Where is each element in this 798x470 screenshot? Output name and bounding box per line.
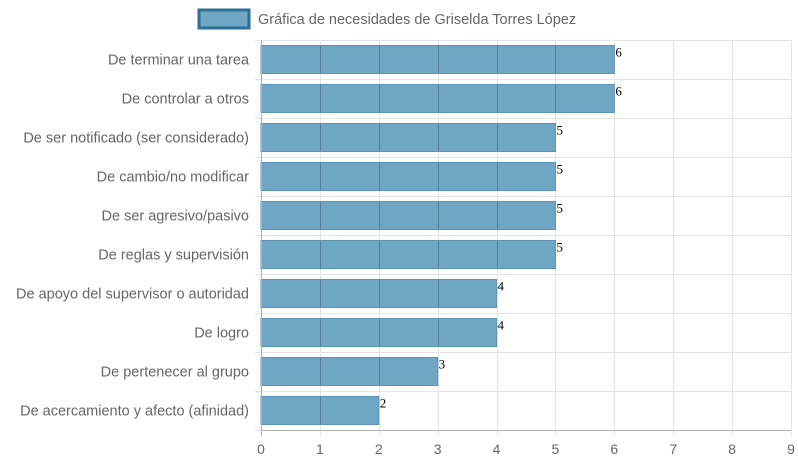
legend[interactable]: Gráfica de necesidades de Griselda Torre… xyxy=(197,8,576,30)
x-tick-label-4: 4 xyxy=(493,441,501,457)
category-label-8: De logro xyxy=(194,326,249,342)
category-label-9: De pertenecer al grupo xyxy=(101,365,249,381)
bar-10[interactable] xyxy=(260,395,380,426)
bar-9[interactable] xyxy=(260,356,439,387)
bar-8[interactable] xyxy=(260,317,498,348)
category-label-1: De terminar una tarea xyxy=(108,53,250,69)
bar-5[interactable] xyxy=(260,200,556,231)
bar-1[interactable] xyxy=(260,44,615,75)
x-tick-label-2: 2 xyxy=(375,441,383,457)
x-tick-label-7: 7 xyxy=(669,441,677,457)
x-tick-label-8: 8 xyxy=(728,441,736,457)
bars xyxy=(260,44,615,426)
bar-value-label-9: 3 xyxy=(439,356,446,371)
bar-4[interactable] xyxy=(260,161,556,192)
x-tick-label-6: 6 xyxy=(610,441,618,457)
x-tick-label-9: 9 xyxy=(787,441,795,457)
bar-value-label-6: 5 xyxy=(556,239,563,254)
category-label-4: De cambio/no modificar xyxy=(97,170,249,186)
bar-6[interactable] xyxy=(260,239,556,270)
category-label-6: De reglas y supervisión xyxy=(98,248,249,264)
bar-value-label-3: 5 xyxy=(556,122,563,137)
x-tick-label-3: 3 xyxy=(434,441,442,457)
category-label-5: De ser agresivo/pasivo xyxy=(102,209,250,225)
bar-value-label-8: 4 xyxy=(498,317,505,332)
category-label-10: De acercamiento y afecto (afinidad) xyxy=(20,404,249,420)
bar-value-label-1: 6 xyxy=(615,44,622,59)
axes: 0 1 2 3 4 5 6 7 8 9 xyxy=(257,40,795,457)
bar-value-label-10: 2 xyxy=(380,395,387,410)
x-tick-label-1: 1 xyxy=(316,441,324,457)
grid-lines-over-bars xyxy=(320,45,556,425)
category-label-2: De controlar a otros xyxy=(122,92,249,108)
category-label-7: De apoyo del supervisor o autoridad xyxy=(16,287,249,303)
bar-value-label-4: 5 xyxy=(556,161,563,176)
bar-value-label-5: 5 xyxy=(556,200,563,215)
labels: 6 De terminar una tarea 6 De controlar a ot… xyxy=(16,44,622,419)
bar-value-label-2: 6 xyxy=(615,83,622,98)
legend-swatch[interactable] xyxy=(197,8,251,30)
bar-7[interactable] xyxy=(260,278,498,309)
legend-label[interactable]: Gráfica de necesidades de Griselda Torre… xyxy=(258,12,576,28)
bar-value-label-7: 4 xyxy=(498,278,505,293)
category-label-3: De ser notificado (ser considerado) xyxy=(23,131,249,147)
x-tick-label-0: 0 xyxy=(257,441,265,457)
bar-2[interactable] xyxy=(260,83,615,114)
x-tick-label-5: 5 xyxy=(552,441,560,457)
bar-3[interactable] xyxy=(260,122,556,153)
